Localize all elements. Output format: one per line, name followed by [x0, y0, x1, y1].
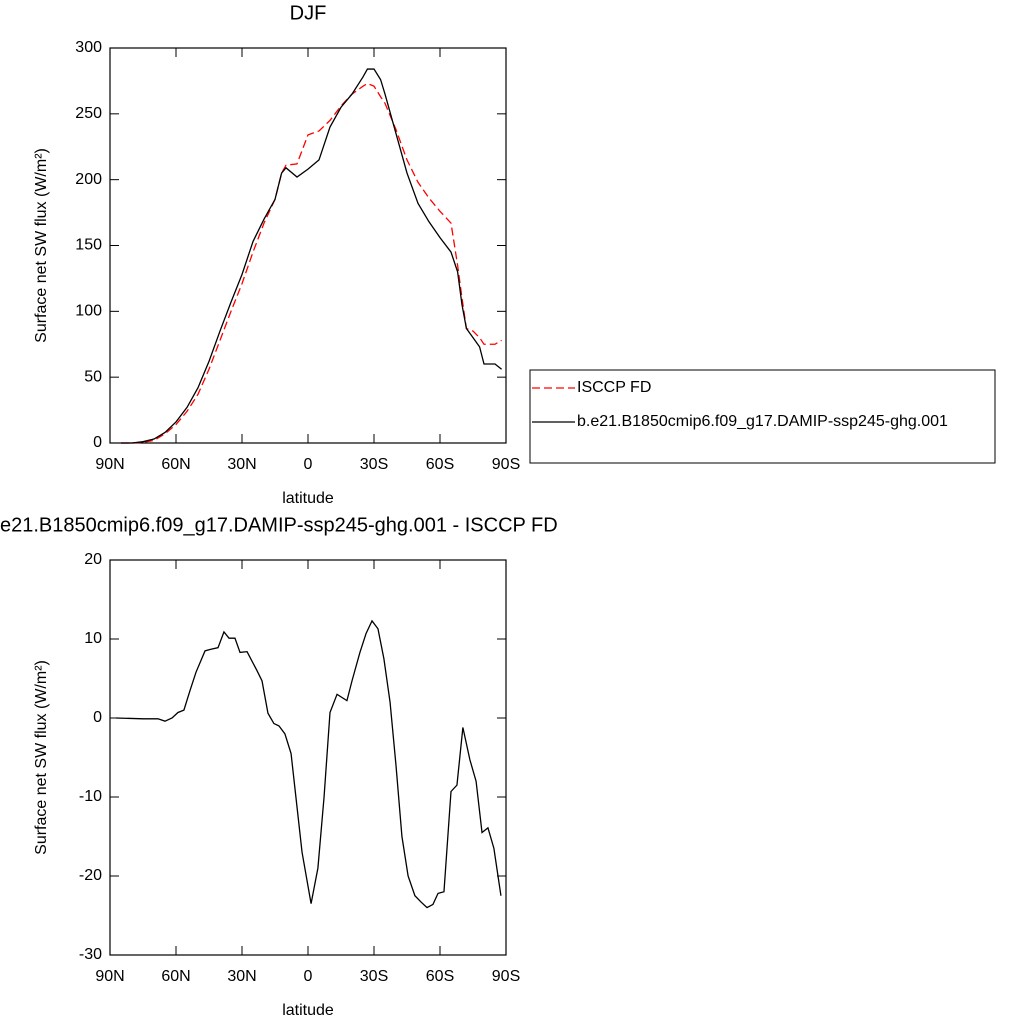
x-tick-label: 60S [426, 968, 454, 985]
y-tick-label: 200 [75, 171, 102, 188]
x-axis-label: latitude [282, 490, 334, 507]
y-tick-label: -20 [79, 867, 102, 884]
x-tick-label: 60N [161, 968, 190, 985]
y-tick-label: 100 [75, 303, 102, 320]
x-tick-label: 90N [95, 968, 124, 985]
x-tick-label: 90S [492, 968, 520, 985]
legend-box [529, 369, 996, 464]
y-axis-label: Surface net SW flux (W/m²) [33, 660, 50, 855]
x-tick-label: 30S [360, 968, 388, 985]
x-tick-label: 0 [304, 968, 313, 985]
chart-title: DJF [290, 2, 327, 24]
y-tick-label: 250 [75, 105, 102, 122]
x-tick-label: 0 [304, 456, 313, 473]
y-tick-label: 10 [84, 630, 102, 647]
plot-frame [109, 559, 507, 956]
x-tick-label: 30S [360, 456, 388, 473]
data-line [115, 619, 502, 909]
y-tick-label: 50 [84, 368, 102, 385]
legend-label: b.e21.B1850cmip6.f09_g17.DAMIP-ssp245-gh… [577, 413, 948, 430]
x-tick-label: 60N [161, 456, 190, 473]
y-axis-label: Surface net SW flux (W/m²) [33, 148, 50, 343]
legend-label: ISCCP FD [577, 379, 651, 396]
data-line [121, 82, 502, 444]
x-tick-label: 90N [95, 456, 124, 473]
data-line [121, 68, 503, 444]
y-tick-label: 0 [93, 434, 102, 451]
y-tick-label: 0 [93, 709, 102, 726]
x-axis-label: latitude [282, 1002, 334, 1019]
y-tick-label: -30 [79, 946, 102, 963]
x-tick-label: 30N [227, 968, 256, 985]
y-tick-label: 20 [84, 551, 102, 568]
y-tick-label: 300 [75, 39, 102, 56]
x-tick-label: 90S [492, 456, 520, 473]
x-tick-label: 60S [426, 456, 454, 473]
x-tick-label: 30N [227, 456, 256, 473]
y-tick-label: 150 [75, 237, 102, 254]
y-tick-label: -10 [79, 788, 102, 805]
chart-title: e21.B1850cmip6.f09_g17.DAMIP-ssp245-ghg.… [0, 514, 558, 536]
